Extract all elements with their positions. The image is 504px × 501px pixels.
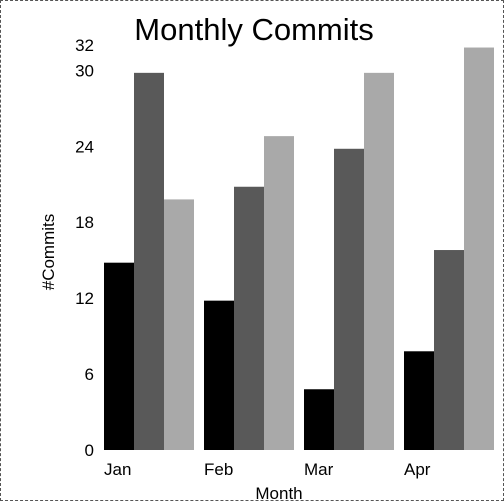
bar-mar-s3 bbox=[364, 72, 394, 450]
x-tick-label: Jan bbox=[104, 460, 131, 479]
bar-feb-s1 bbox=[204, 300, 234, 450]
bar-apr-s2 bbox=[434, 250, 464, 450]
x-ticks-group: Jan Feb Mar Apr bbox=[104, 460, 431, 479]
y-tick-label: 0 bbox=[85, 441, 94, 460]
chart-title: Monthly Commits bbox=[134, 12, 373, 47]
bars-group bbox=[104, 47, 494, 450]
y-axis-label: #Commits bbox=[39, 214, 58, 291]
bar-jan-s3 bbox=[164, 199, 194, 450]
y-tick-label: 30 bbox=[75, 61, 94, 80]
y-tick-label: 18 bbox=[75, 213, 94, 232]
bar-jan-s2 bbox=[134, 72, 164, 450]
x-axis-label: Month bbox=[255, 484, 302, 500]
y-ticks-group: 0 6 12 18 24 30 32 bbox=[75, 36, 94, 460]
bar-apr-s1 bbox=[404, 351, 434, 450]
x-tick-label: Apr bbox=[404, 460, 431, 479]
bar-feb-s2 bbox=[234, 186, 264, 450]
y-tick-label: 32 bbox=[75, 36, 94, 55]
x-tick-label: Mar bbox=[304, 460, 334, 479]
y-tick-label: 6 bbox=[85, 365, 94, 384]
bar-mar-s2 bbox=[334, 148, 364, 450]
bar-mar-s1 bbox=[304, 389, 334, 450]
bar-jan-s1 bbox=[104, 262, 134, 450]
bar-feb-s3 bbox=[264, 136, 294, 450]
x-tick-label: Feb bbox=[204, 460, 233, 479]
bar-apr-s3 bbox=[464, 47, 494, 450]
y-tick-label: 12 bbox=[75, 289, 94, 308]
y-tick-label: 24 bbox=[75, 137, 94, 156]
